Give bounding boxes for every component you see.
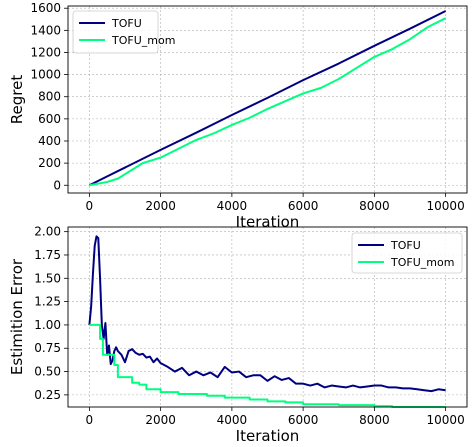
y-tick-label: 1000 — [30, 68, 61, 82]
series-line-tofu-mom — [89, 17, 447, 187]
y-tick-label: 1.25 — [34, 295, 61, 309]
y-tick-label: 400 — [38, 134, 61, 148]
x-tick-label: 8000 — [359, 413, 390, 427]
plot-frame — [67, 226, 468, 408]
legend: TOFU TOFU_mom — [351, 232, 463, 274]
y-tick-label: 1.50 — [34, 271, 61, 285]
legend-label: TOFU — [111, 17, 142, 30]
plot-frame — [67, 5, 468, 194]
series-line-tofu — [88, 235, 446, 393]
legend-box — [72, 10, 159, 54]
x-tick-label: 4000 — [217, 199, 248, 213]
y-axis-label: Estimition Error — [8, 258, 26, 375]
x-tick-label: 0 — [86, 413, 94, 427]
legend-label: TOFU — [390, 239, 421, 252]
y-tick-label: 600 — [38, 112, 61, 126]
y-tick-label: 0.75 — [34, 341, 61, 355]
x-tick-label: 6000 — [288, 199, 319, 213]
y-tick-label: 1.00 — [34, 318, 61, 332]
x-tick-label: 6000 — [288, 413, 319, 427]
x-axis-label: Iteration — [236, 213, 300, 231]
x-tick-label: 10000 — [427, 413, 465, 427]
y-tick-label: 1200 — [30, 45, 61, 59]
x-tick-label: 0 — [86, 199, 94, 213]
y-tick-label: 0.50 — [34, 365, 61, 379]
series-line-tofu — [88, 10, 447, 187]
series-line-tofu-mom — [89, 323, 446, 408]
legend-label: TOFU_mom — [111, 34, 175, 47]
y-axis-label: Regret — [8, 75, 26, 125]
x-tick-label: 2000 — [145, 413, 176, 427]
y-tick-label: 800 — [38, 90, 61, 104]
y-tick-label: 1600 — [30, 1, 61, 15]
y-tick-label: 2.00 — [34, 225, 61, 239]
y-tick-label: 200 — [38, 156, 61, 170]
x-axis-label: Iteration — [236, 427, 300, 445]
y-tick-label: 0.25 — [34, 388, 61, 402]
y-tick-label: 0 — [53, 178, 61, 192]
regret-plot: 0 2000 4000 6000 8000 10000 0 200 400 600 800 1000 1… — [8, 1, 468, 231]
x-tick-label: 8000 — [359, 199, 390, 213]
legend: TOFU TOFU_mom — [72, 10, 175, 54]
estimation-error-plot: 0 2000 4000 6000 8000 10000 0.25 0.50 0.75 1.00 1.… — [8, 225, 468, 445]
y-tick-label: 1400 — [30, 23, 61, 37]
legend-label: TOFU_mom — [390, 256, 454, 269]
x-tick-label: 4000 — [217, 413, 248, 427]
y-tick-label: 1.75 — [34, 248, 61, 262]
x-tick-label: 2000 — [145, 199, 176, 213]
x-tick-label: 10000 — [427, 199, 465, 213]
